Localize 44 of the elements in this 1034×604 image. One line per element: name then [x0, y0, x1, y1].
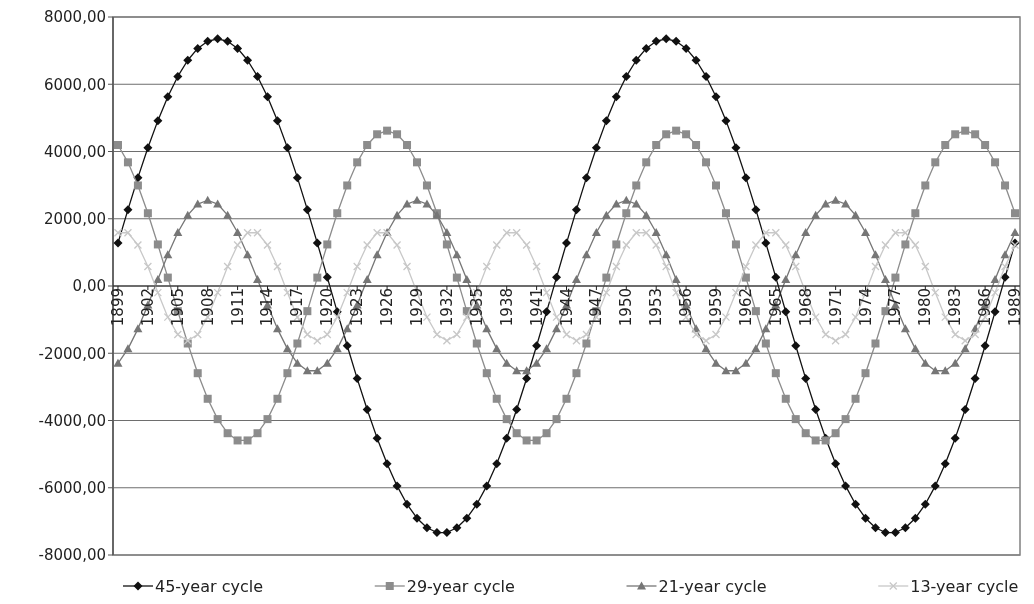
- legend-label: 13-year cycle: [910, 576, 1019, 596]
- x-tick-label: 1980: [916, 288, 935, 327]
- x-tick-label: 1926: [378, 288, 397, 327]
- x-tick-label: 1944: [557, 288, 576, 327]
- x-tick-label: 1971: [826, 288, 845, 327]
- x-tick-label: 1956: [677, 288, 696, 327]
- x-tick-label: 1959: [707, 288, 726, 327]
- x-tick-label: 1917: [288, 288, 307, 327]
- y-tick-label: 4000,00: [43, 142, 106, 161]
- x-tick-label: 1899: [108, 288, 127, 327]
- x-tick-label: 1920: [318, 288, 337, 327]
- legend-label: 29-year cycle: [406, 576, 515, 596]
- x-tick-label: 1911: [228, 288, 247, 327]
- x-tick-label: 1941: [527, 288, 546, 327]
- x-tick-label: 1968: [796, 288, 815, 327]
- x-tick-label: 1986: [976, 288, 995, 327]
- x-tick-label: 1914: [258, 288, 277, 327]
- y-tick-label: -6000,00: [38, 479, 106, 497]
- y-tick-label: -4000,00: [38, 411, 106, 430]
- x-tick-label: 1908: [198, 288, 217, 327]
- x-tick-label: 1923: [348, 288, 367, 327]
- x-tick-label: 1962: [736, 288, 755, 327]
- x-tick-label: 1932: [437, 288, 456, 327]
- x-tick-label: 1974: [856, 288, 875, 327]
- x-tick-label: 1983: [946, 288, 965, 327]
- x-tick-label: 1905: [168, 288, 187, 327]
- x-tick-label: 1953: [647, 288, 666, 327]
- x-tick-label: 1977: [886, 288, 905, 327]
- x-tick-label: 1938: [497, 288, 516, 327]
- x-tick-label: 1902: [138, 288, 157, 327]
- x-tick-label: 1929: [407, 288, 426, 327]
- x-tick-label: 1935: [467, 288, 486, 327]
- x-tick-label: 1965: [766, 288, 785, 327]
- legend-label: 45-year cycle: [155, 576, 263, 596]
- legend-label: 21-year cycle: [658, 576, 767, 596]
- x-tick-label: 1989: [1006, 288, 1025, 327]
- x-tick-label: 1947: [587, 288, 606, 327]
- y-tick-label: 0,00: [72, 277, 106, 296]
- y-tick-label: 6000,00: [43, 75, 106, 94]
- x-tick-label: 1950: [617, 288, 636, 327]
- y-tick-label: 8000,00: [43, 8, 106, 27]
- y-tick-label: -8000,00: [38, 546, 106, 565]
- y-tick-label: -2000,00: [38, 344, 106, 363]
- y-tick-label: 2000,00: [43, 210, 106, 228]
